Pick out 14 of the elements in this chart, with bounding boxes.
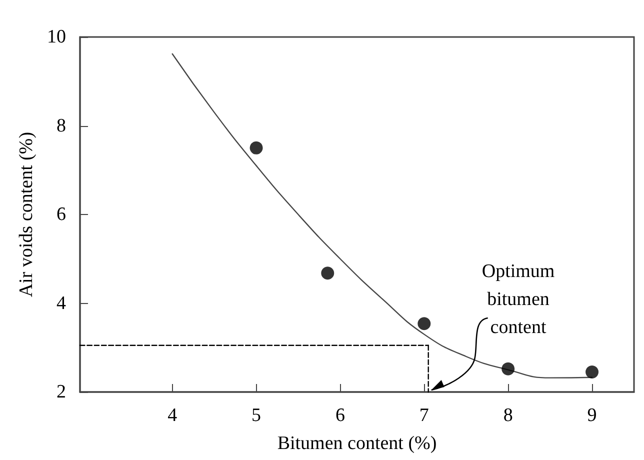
x-tick-label: 4	[168, 405, 178, 426]
x-tick-label: 7	[419, 405, 429, 426]
x-tick-label: 9	[587, 405, 597, 426]
x-tick-label: 5	[252, 405, 262, 426]
x-tick-label: 6	[335, 405, 345, 426]
y-tick-label: 4	[56, 292, 66, 314]
y-axis-title: Air voids content (%)	[16, 132, 38, 298]
x-axis-title: Bitumen content (%)	[277, 433, 437, 454]
y-tick-label: 8	[56, 115, 66, 136]
annotation: Optimum bitumen content	[482, 260, 555, 340]
x-tick-label: 8	[503, 405, 513, 426]
y-tick-label: 10	[47, 26, 66, 48]
y-tick-label: 2	[56, 382, 66, 402]
y-tick-label: 6	[56, 204, 66, 225]
